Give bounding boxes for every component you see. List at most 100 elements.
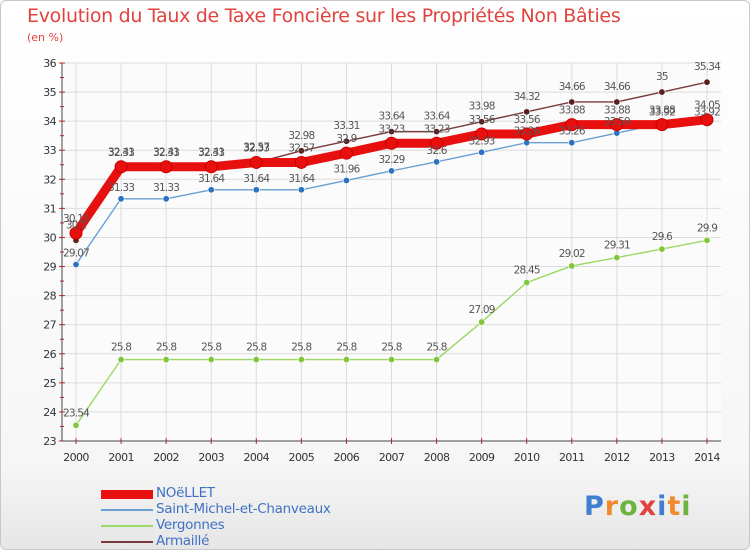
data-point-0 [159,160,173,174]
data-label-2: 25.8 [111,342,131,354]
data-label-1: 33.26 [514,126,541,138]
x-tick-label: 2010 [514,451,540,464]
data-label-2: 28.45 [514,265,540,277]
data-label-0: 32.9 [336,133,356,145]
y-tick-label: 32 [43,173,56,186]
data-label-2: 25.8 [291,342,311,354]
data-point-1 [342,176,350,184]
data-point-3 [342,137,350,145]
data-point-0 [294,155,308,169]
data-label-3: 30.1 [66,219,86,231]
legend-swatch [101,490,153,499]
data-point-1 [252,186,260,194]
data-label-1: 31.64 [243,173,270,185]
logo-letter: i [657,491,668,522]
legend-label: Vergonnes [156,517,225,533]
data-point-2 [523,279,531,287]
x-tick-label: 2007 [379,451,405,464]
y-tick-label: 27 [43,319,56,332]
data-label-1: 32.93 [469,135,495,147]
legend-label: NOëLLET [156,485,215,501]
data-point-0 [385,136,398,150]
legend-label: Saint-Michel-et-Chanveaux [156,501,331,517]
y-tick-label: 31 [43,202,56,215]
chart-title: Evolution du Taux de Taxe Foncière sur l… [27,5,621,27]
x-tick-label: 2006 [334,451,360,464]
data-label-0: 33.56 [514,114,541,126]
legend-swatch [101,541,153,543]
data-label-3: 33.31 [333,120,359,132]
data-label-3: 33.98 [469,101,495,113]
data-point-0 [339,146,353,160]
data-point-0 [565,118,579,132]
data-point-3 [703,78,711,86]
data-label-0: 33.88 [604,105,630,117]
data-label-1: 33.92 [649,106,675,118]
data-point-2 [387,356,395,364]
data-label-3: 32.41 [108,146,134,158]
data-point-1 [478,148,486,156]
data-label-0: 33.88 [649,105,675,117]
data-label-3: 32.41 [198,146,224,158]
x-tick-label: 2008 [424,451,450,464]
data-point-2 [342,356,350,364]
data-point-2 [433,356,441,364]
x-tick-label: 2014 [694,451,720,464]
data-label-0: 34.05 [694,100,720,112]
data-label-2: 25.8 [201,342,221,354]
data-point-3 [297,147,305,155]
x-tick-label: 2003 [198,451,224,464]
data-point-2 [207,356,215,364]
data-point-2 [613,254,621,262]
data-label-3: 32.41 [153,146,179,158]
data-point-0 [475,127,489,141]
x-tick-label: 2001 [108,451,134,464]
y-tick-label: 30 [43,231,56,244]
data-label-0: 30.15 [63,213,89,225]
data-label-3: 32.57 [243,142,269,154]
proxiti-logo: Proxiti [584,491,692,522]
logo-letter: r [604,491,620,522]
x-tick-label: 2013 [649,451,675,464]
x-tick-label: 2012 [604,451,630,464]
data-label-3: 34.32 [514,91,540,103]
data-point-1 [117,195,125,203]
data-label-0: 33.56 [469,114,496,126]
data-label-1: 31.33 [108,182,134,194]
data-label-3: 33.64 [424,111,451,123]
data-label-1: 33.92 [694,106,720,118]
data-point-3 [658,88,666,96]
data-point-2 [658,245,666,253]
y-tick-label: 34 [43,115,56,128]
data-point-0 [204,160,218,174]
data-point-1 [568,139,576,147]
data-point-3 [568,98,576,106]
y-tick-label: 28 [43,290,56,303]
data-label-1: 31.96 [333,163,360,175]
data-label-2: 27.09 [469,304,495,316]
data-point-2 [117,356,125,364]
logo-letter: x [638,491,658,522]
data-label-1: 33.26 [559,126,586,138]
data-label-2: 25.8 [426,342,446,354]
data-point-1 [387,167,395,175]
data-label-0: 32.57 [288,142,314,154]
data-point-1 [162,195,170,203]
logo-letter: t [667,491,682,522]
data-point-0 [610,118,624,132]
data-point-2 [568,262,576,270]
logo-letter: P [584,491,605,522]
x-tick-label: 2005 [289,451,315,464]
data-point-0 [700,113,714,127]
data-label-1: 29.07 [63,248,89,260]
logo-letter: i [681,491,692,522]
legend-swatch [101,509,153,511]
data-point-1 [433,158,441,166]
data-point-0 [249,155,263,169]
data-label-2: 23.54 [63,407,90,419]
y-tick-label: 33 [43,144,56,157]
legend-swatch [101,525,153,527]
data-label-2: 25.8 [336,342,356,354]
